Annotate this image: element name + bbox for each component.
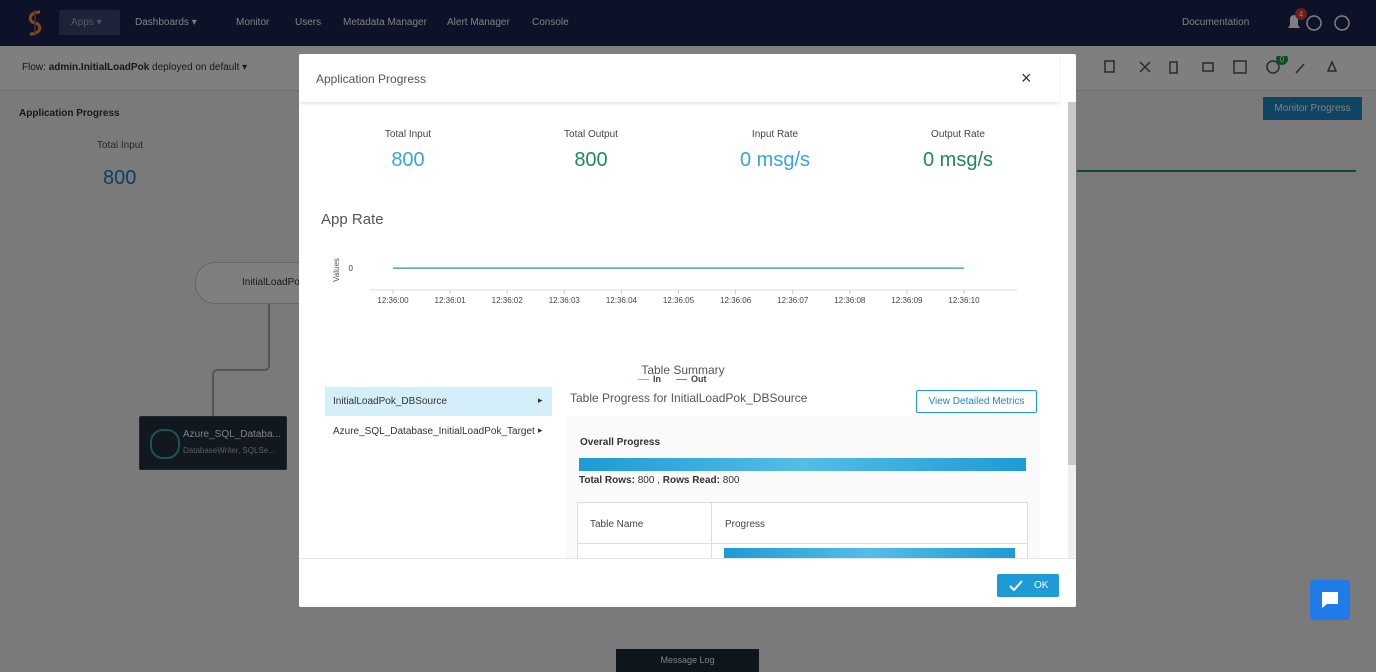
overall-label: Overall Progress xyxy=(580,437,661,448)
y-axis-label: Values xyxy=(332,258,341,282)
x-tick-label: 12:36:03 xyxy=(549,296,581,305)
modal: Application Progress × Total Input 800 Tot… xyxy=(299,54,1076,607)
row-progress-bar xyxy=(724,548,1015,558)
legend-swatch xyxy=(676,379,687,380)
stat-value: 800 xyxy=(391,149,425,171)
modal-header: Application Progress × xyxy=(299,54,1059,102)
table-summary-title: Table Summary xyxy=(641,363,725,377)
x-tick-label: 12:36:05 xyxy=(663,296,695,305)
list-item-selected[interactable]: InitialLoadPok_DBSource ▸ xyxy=(325,387,552,416)
x-tick-label: 12:36:01 xyxy=(435,296,467,305)
x-tick-label: 12:36:08 xyxy=(834,296,866,305)
x-tick-label: 12:36:07 xyxy=(777,296,809,305)
total-rows-label: Total Rows: xyxy=(579,475,635,486)
rows-read: 800 xyxy=(722,475,740,486)
x-tick-label: 12:36:06 xyxy=(720,296,752,305)
rows-read-label: Rows Read: xyxy=(662,475,720,486)
legend-label: In xyxy=(653,374,661,384)
legend-label: Out xyxy=(691,374,707,384)
x-tick-label: 12:36:10 xyxy=(948,296,980,305)
legend-swatch xyxy=(638,379,649,380)
list-item-label: InitialLoadPok_DBSource xyxy=(333,396,447,407)
x-tick-label: 12:36:04 xyxy=(606,296,638,305)
stat-label: Input Rate xyxy=(751,129,799,140)
y-tick-label: 0 xyxy=(349,264,354,273)
table: Table Name Progress xyxy=(577,502,1028,558)
column-header: Table Name xyxy=(590,519,644,530)
stat-label: Total Output xyxy=(564,129,618,140)
stat-value: 0 msg/s xyxy=(739,149,811,171)
x-tick-label: 12:36:00 xyxy=(377,296,409,305)
detail-title: Table Progress for InitialLoadPok_DBSour… xyxy=(570,391,808,405)
rows-summary: Total Rows: 800 , Rows Read: 800 xyxy=(579,475,739,486)
stat-label: Output Rate xyxy=(931,129,985,140)
ok-label: OK xyxy=(1034,580,1049,591)
stat-value: 0 msg/s xyxy=(922,149,994,171)
chart-title: App Rate xyxy=(321,211,384,228)
x-tick-label: 12:36:02 xyxy=(492,296,524,305)
list-item[interactable]: Azure_SQL_Database_InitialLoadPok_Target… xyxy=(333,425,543,437)
detail-panel: Overall Progress Total Rows: 800 , Rows … xyxy=(566,416,1040,558)
overall-progress-bar xyxy=(579,458,1026,471)
stat-value: 800 xyxy=(574,149,608,171)
scrollbar xyxy=(1068,102,1076,558)
total-rows: 800 xyxy=(637,475,655,486)
close-button[interactable]: × xyxy=(1021,68,1032,88)
stat-label: Total Input xyxy=(384,129,432,140)
ok-button[interactable]: OK xyxy=(997,574,1059,597)
modal-body: Total Input 800 Total Output 800 Input Rate 0… xyxy=(299,102,1068,558)
x-tick-label: 12:36:09 xyxy=(891,296,923,305)
detail-button[interactable]: View Detailed Metrics xyxy=(916,390,1037,413)
column-header: Progress xyxy=(725,519,766,530)
stats: Total Input 800 Total Output 800 Input Rate 0… xyxy=(299,102,1068,254)
separator: , xyxy=(657,475,660,486)
app-rate-chart: Values 0 12:36:00 12:36:01 12:36:02 12:36:03 1… xyxy=(332,258,1017,305)
list-item-label: Azure_SQL_Database_InitialLoadPok_Target xyxy=(333,426,535,437)
chat-button[interactable] xyxy=(1310,580,1350,620)
modal-footer: OK xyxy=(299,558,1076,607)
modal-title: Application Progress xyxy=(316,72,427,86)
